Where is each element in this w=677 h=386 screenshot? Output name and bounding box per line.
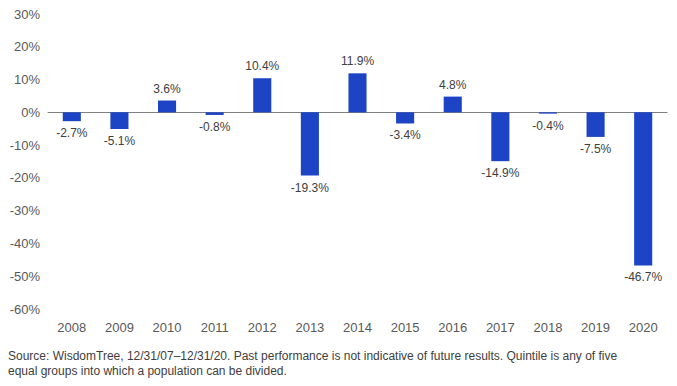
svg-text:3.6%: 3.6%: [153, 82, 181, 96]
svg-text:2011: 2011: [201, 320, 229, 335]
svg-text:-3.4%: -3.4%: [389, 128, 421, 142]
svg-text:2019: 2019: [581, 320, 610, 335]
svg-text:-7.5%: -7.5%: [580, 142, 612, 156]
svg-text:11.9%: 11.9%: [341, 54, 374, 68]
svg-text:equal groups into which a popu: equal groups into which a population can…: [8, 364, 287, 378]
svg-text:-60%: -60%: [10, 302, 41, 317]
svg-text:-0.4%: -0.4%: [532, 119, 564, 133]
svg-text:20%: 20%: [14, 39, 40, 54]
svg-text:2015: 2015: [391, 320, 420, 335]
svg-text:2014: 2014: [343, 320, 372, 335]
svg-text:-14.9%: -14.9%: [481, 166, 519, 180]
svg-text:-5.1%: -5.1%: [104, 134, 136, 148]
svg-text:10.4%: 10.4%: [245, 59, 279, 73]
svg-text:2013: 2013: [295, 320, 324, 335]
svg-text:Source: WisdomTree, 12/31/07–1: Source: WisdomTree, 12/31/07–12/31/20. P…: [8, 349, 621, 363]
svg-text:2008: 2008: [57, 320, 86, 335]
svg-text:-0.8%: -0.8%: [199, 120, 231, 134]
svg-text:2010: 2010: [153, 320, 182, 335]
svg-text:-10%: -10%: [10, 138, 41, 153]
svg-text:2020: 2020: [629, 320, 658, 335]
svg-text:-40%: -40%: [10, 236, 41, 251]
svg-text:2012: 2012: [248, 320, 277, 335]
svg-text:30%: 30%: [14, 7, 40, 22]
svg-text:-50%: -50%: [10, 269, 41, 284]
svg-text:-19.3%: -19.3%: [291, 181, 329, 195]
svg-text:10%: 10%: [14, 72, 40, 87]
svg-text:2016: 2016: [438, 320, 467, 335]
svg-text:-2.7%: -2.7%: [56, 126, 88, 140]
svg-text:2017: 2017: [486, 320, 515, 335]
svg-text:2018: 2018: [534, 320, 563, 335]
svg-text:2009: 2009: [105, 320, 134, 335]
svg-text:-30%: -30%: [10, 203, 41, 218]
svg-text:0%: 0%: [21, 105, 40, 120]
svg-text:4.8%: 4.8%: [439, 78, 467, 92]
svg-text:-20%: -20%: [10, 170, 41, 185]
svg-text:-46.7%: -46.7%: [624, 270, 662, 284]
